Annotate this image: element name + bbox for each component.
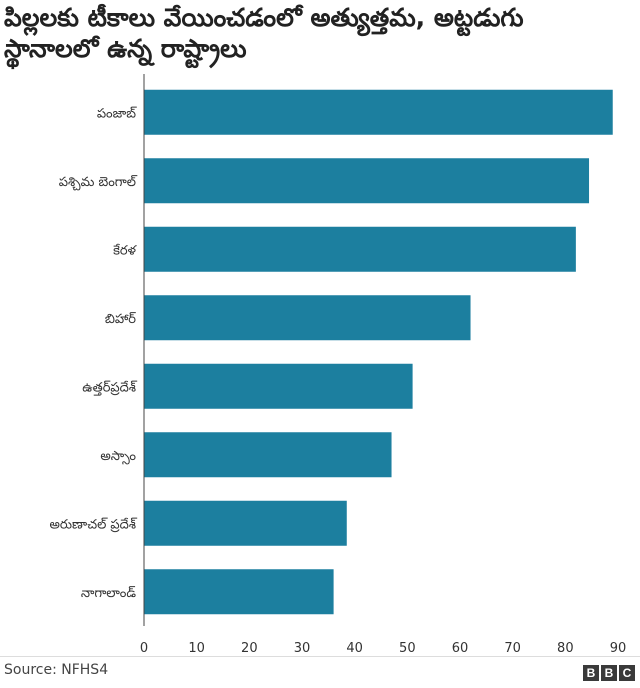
category-label: అరుణాచల్ ప్రదేశ్ [49, 517, 137, 532]
bbc-logo: B B C [583, 665, 635, 681]
bar [144, 89, 613, 135]
bar [144, 363, 413, 409]
bbc-logo-letter: B [601, 665, 617, 681]
bar [144, 500, 347, 546]
category-label: కేరళ [113, 243, 137, 258]
chart-title-line-1: పిల్లలకు టీకాలు వేయించడంలో అత్యుత్తమ, అట… [4, 3, 524, 32]
bar [144, 569, 334, 615]
footer: Source: NFHS4 B B C [0, 656, 640, 688]
bbc-logo-letter: C [619, 665, 635, 681]
x-tick-label: 20 [241, 641, 258, 656]
category-label: నాగాలాండ్ [81, 586, 137, 601]
x-tick-label: 30 [294, 641, 311, 656]
x-tick-label: 60 [452, 641, 469, 656]
x-tick-label: 70 [504, 641, 521, 656]
bar [144, 295, 471, 341]
x-tick-label: 40 [346, 641, 363, 656]
category-label: బిహార్ [105, 312, 136, 327]
x-tick-label: 50 [399, 641, 416, 656]
category-label: పంజాబ్ [97, 106, 137, 121]
x-tick-label: 0 [140, 641, 148, 656]
chart-title: పిల్లలకు టీకాలు వేయించడంలో అత్యుత్తమ, అట… [4, 2, 634, 64]
category-label: పశ్చిమ బెంగాల్ [59, 175, 138, 191]
x-tick-label: 90 [610, 641, 627, 656]
chart-title-line-2: స్థానాలలో ఉన్న రాష్ట్రాలు [4, 34, 247, 63]
source-note: Source: NFHS4 [4, 662, 109, 678]
bar [144, 158, 590, 204]
bar [144, 432, 392, 478]
bbc-logo-letter: B [583, 665, 599, 681]
category-label: ఉత్తర్‌ప్రదేశ్ [82, 380, 138, 396]
x-tick-label: 80 [557, 641, 574, 656]
category-label: అస్సాం [100, 449, 136, 465]
chart-svg: పంజాబ్ పశ్చిమ బెంగాల్ కేరళ బిహార్ ఉత్తర్‌ప్ర… [49, 74, 627, 656]
bar-chart: పంజాబ్ పశ్చిమ బెంగాల్ కేరళ బిహార్ ఉత్తర్‌ప్ర… [0, 72, 640, 662]
x-tick-label: 10 [188, 641, 205, 656]
bar [144, 226, 576, 272]
